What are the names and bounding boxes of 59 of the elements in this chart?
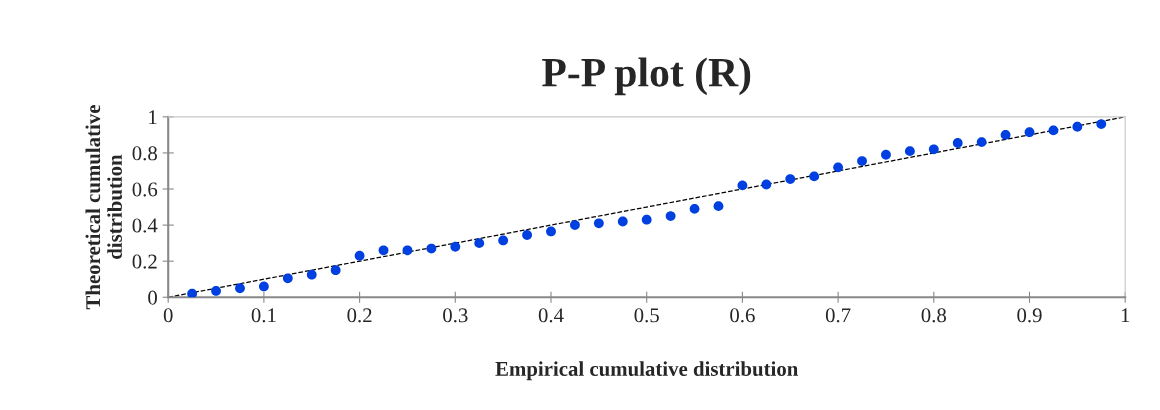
point [235,283,245,294]
chart-title: P-P plot (R) [542,57,751,96]
point [785,174,796,184]
x-tick-label: 0.2 [347,308,372,323]
point [809,171,820,182]
y-tick-label: 0.6 [132,182,158,197]
point [570,220,580,230]
y-axis-title: Theoretical cumulative distribution [85,105,122,310]
point [522,230,532,240]
x-tick-label: 0.6 [730,308,755,323]
point [187,288,198,298]
point [354,250,365,261]
point [1024,127,1035,138]
x-tick-label: 1 [1121,308,1130,323]
x-tick-label: 0.1 [251,308,276,323]
x-tick-label: 0.7 [825,308,851,323]
x-tick-label: 0.8 [921,308,947,323]
point [1048,125,1059,136]
x-tick-label: 0.3 [443,308,468,323]
point [928,144,939,155]
x-tick-label: 0.4 [538,308,564,323]
point [641,214,652,225]
x-tick-label: 0.9 [1017,308,1042,323]
point [593,218,604,229]
point [474,238,485,249]
point [761,179,772,190]
point [833,162,844,173]
point [258,281,269,292]
x-axis-title: Empirical cumulative distribution [495,361,799,381]
point [450,241,461,252]
y-tick-label: 0.2 [132,254,157,269]
y-tick-label: 0 [148,290,157,305]
point [665,211,676,221]
point [402,245,413,256]
point [282,273,293,284]
point [211,286,221,296]
point [857,156,867,166]
point [904,146,915,157]
point [881,149,891,160]
y-tick-label: 0.4 [132,218,158,233]
point [330,265,341,276]
y-tick-label: 1 [149,110,157,125]
x-tick-label: 0 [163,308,173,323]
point [378,245,389,256]
point [689,203,700,214]
point [976,137,987,148]
x-tick-label: 0.5 [634,308,659,323]
y-tick-label: 0.8 [132,146,157,161]
point [737,180,748,191]
point [306,269,317,280]
point [1096,119,1107,129]
point [617,216,628,227]
point [1000,129,1011,140]
point [713,201,724,212]
point [498,235,509,246]
point [952,138,963,148]
point [426,243,437,254]
point [1072,121,1083,132]
point [546,226,556,237]
